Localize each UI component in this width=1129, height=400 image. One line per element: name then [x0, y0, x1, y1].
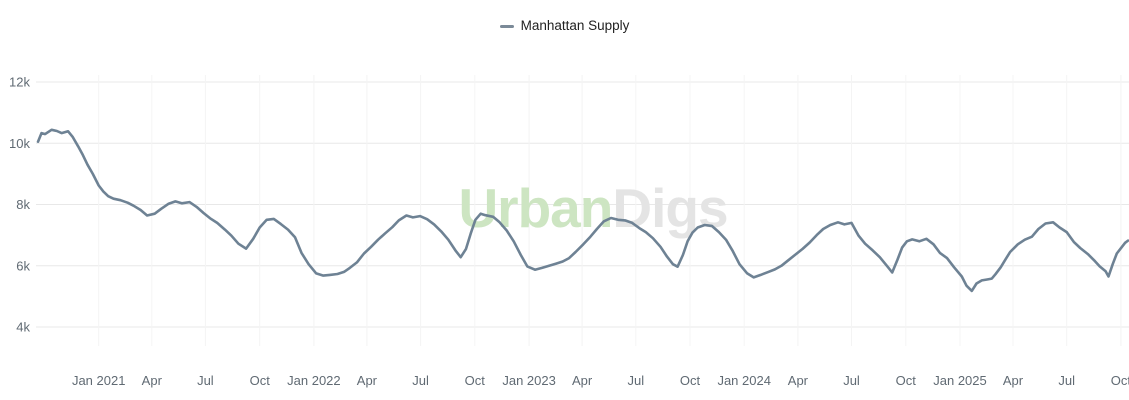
- urbandigs-watermark: UrbanDigs: [458, 177, 727, 239]
- y-tick-label: 12k: [9, 75, 30, 90]
- x-tick-label: Jan 2023: [502, 373, 556, 388]
- y-tick-label: 4k: [16, 320, 30, 335]
- chart-legend: Manhattan Supply: [0, 18, 1129, 34]
- x-tick-label: Apr: [1003, 373, 1024, 388]
- legend-label: Manhattan Supply: [520, 18, 630, 33]
- y-tick-label: 10k: [9, 136, 30, 151]
- y-tick-label: 8k: [16, 197, 30, 212]
- y-tick-label: 6k: [16, 258, 30, 273]
- x-tick-label: Oct: [250, 373, 271, 388]
- x-tick-label: Jan 2025: [933, 373, 987, 388]
- x-tick-label: Apr: [357, 373, 378, 388]
- x-tick-label: Jan 2024: [717, 373, 771, 388]
- x-tick-label: Jan 2021: [72, 373, 126, 388]
- x-tick-label: Apr: [788, 373, 809, 388]
- x-tick-label: Jan 2022: [287, 373, 341, 388]
- x-tick-label: Jul: [412, 373, 429, 388]
- legend-item-manhattan-supply[interactable]: Manhattan Supply: [499, 18, 630, 34]
- x-tick-label: Oct: [465, 373, 486, 388]
- x-tick-label: Apr: [572, 373, 593, 388]
- x-tick-label: Oct: [896, 373, 917, 388]
- x-tick-label: Jul: [1058, 373, 1075, 388]
- x-tick-label: Oct: [1111, 373, 1129, 388]
- x-tick-label: Jul: [627, 373, 644, 388]
- x-tick-label: Jul: [843, 373, 860, 388]
- supply-line-series: [36, 128, 1129, 293]
- x-tick-label: Jul: [197, 373, 214, 388]
- x-tick-label: Apr: [142, 373, 163, 388]
- x-tick-label: Oct: [680, 373, 701, 388]
- line-series-marker-icon: [499, 24, 514, 28]
